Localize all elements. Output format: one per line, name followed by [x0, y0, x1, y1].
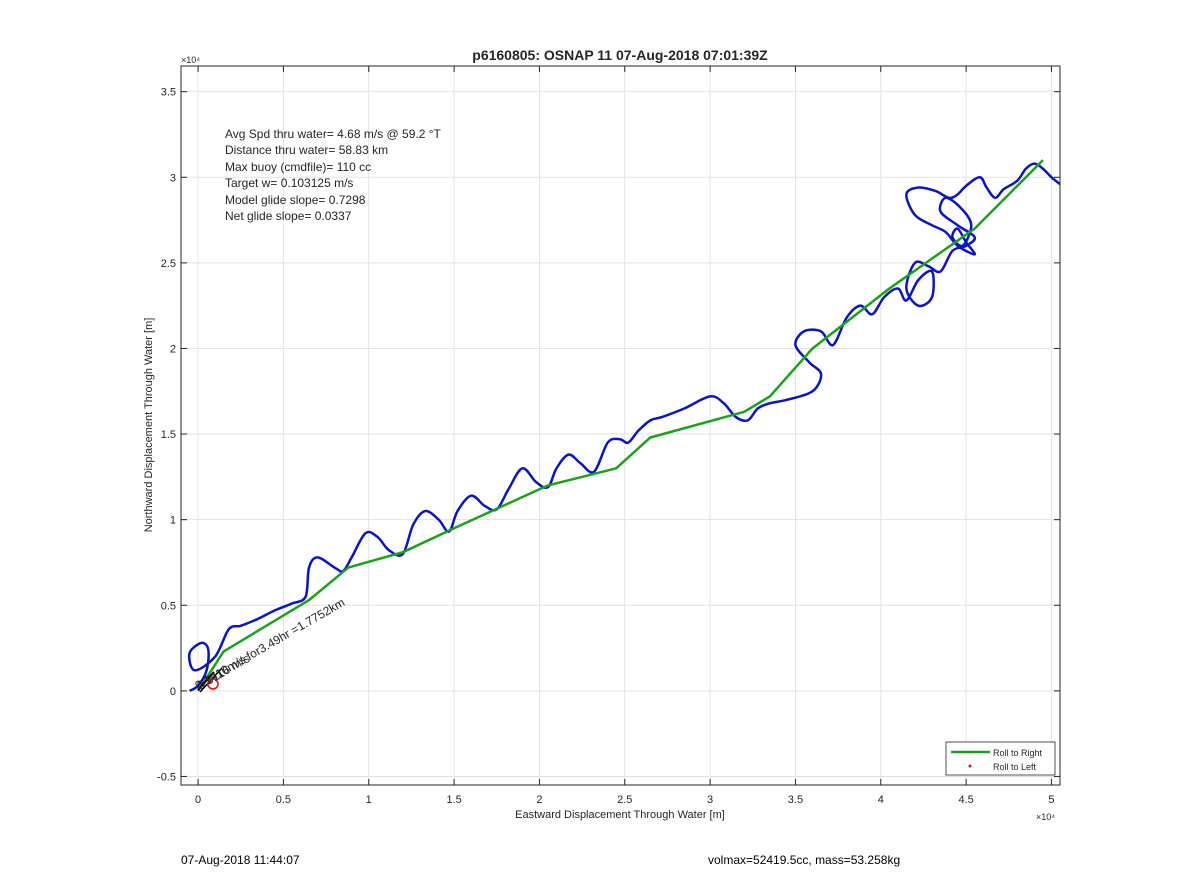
x-tick-label: 3.5: [788, 794, 803, 806]
x-tick-label: 0.5: [276, 794, 291, 806]
x-tick-label: 4.5: [958, 794, 973, 806]
y-tick-label: 2: [170, 343, 176, 355]
annotation-target-w: Target w= 0.103125 m/s: [225, 176, 353, 190]
surfacing-marker: [207, 678, 219, 690]
current-arrow: [197, 671, 215, 691]
annotation-block: Avg Spd thru water= 4.68 m/s @ 59.2 °T D…: [225, 127, 442, 223]
x-exponent-label: ×10⁴: [1036, 812, 1055, 822]
annotation-model-glide: Model glide slope= 0.7298: [225, 193, 366, 207]
y-tick-label: 1: [170, 515, 176, 527]
y-tick-label: 0: [170, 686, 176, 698]
y-exponent-label: ×10⁴: [181, 55, 200, 65]
roll-to-right-line: [197, 159, 1044, 692]
ticks: 0 0.5 1 1.5 2 2.5 3 3.5 4 4.5 5 -0.5 0 0.5 1 1.5 2 2.5 3 3.…: [157, 66, 1060, 806]
grid: [181, 66, 1060, 785]
x-tick-label: 4: [878, 794, 884, 806]
y-tick-label: -0.5: [157, 771, 176, 783]
annotation-max-buoy: Max buoy (cmdfile)= 110 cc: [225, 160, 371, 174]
x-tick-label: 2: [536, 794, 542, 806]
footer-timestamp: 07-Aug-2018 11:44:07: [181, 853, 300, 867]
footer-volmax-mass: volmax=52419.5cc, mass=53.258kg: [708, 853, 901, 867]
y-tick-label: 0.5: [161, 600, 176, 612]
y-axis-label: Northward Displacement Through Water [m]: [143, 318, 155, 533]
x-tick-label: 1: [366, 794, 372, 806]
x-tick-label: 0: [195, 794, 201, 806]
legend-box: [945, 741, 1056, 776]
legend-item-roll-right: Roll to Right: [993, 748, 1043, 758]
x-tick-label: 3: [707, 794, 713, 806]
y-tick-label: 2.5: [161, 258, 176, 270]
x-axis-label: Eastward Displacement Through Water [m]: [515, 809, 725, 821]
annotation-net-glide: Net glide slope= 0.0337: [225, 209, 352, 223]
legend-dot-swatch: [968, 764, 972, 768]
plot-area: [188, 159, 1060, 692]
x-tick-label: 5: [1048, 794, 1054, 806]
chart-title: p6160805: OSNAP 11 07-Aug-2018 07:01:39Z: [472, 47, 768, 63]
glider-trajectory-line: [188, 162, 1060, 692]
x-tick-label: 1.5: [446, 794, 461, 806]
axes-box: [180, 65, 1061, 786]
y-tick-label: 3.5: [161, 87, 176, 99]
annotation-distance: Distance thru water= 58.83 km: [225, 143, 388, 157]
annotation-avg-speed: Avg Spd thru water= 4.68 m/s @ 59.2 °T: [225, 127, 442, 141]
y-tick-label: 1.5: [161, 429, 176, 441]
y-tick-label: 3: [170, 172, 176, 184]
x-tick-label: 2.5: [617, 794, 632, 806]
legend-item-roll-left: Roll to Left: [993, 762, 1037, 772]
legend: Roll to Right Roll to Left: [945, 741, 1056, 776]
